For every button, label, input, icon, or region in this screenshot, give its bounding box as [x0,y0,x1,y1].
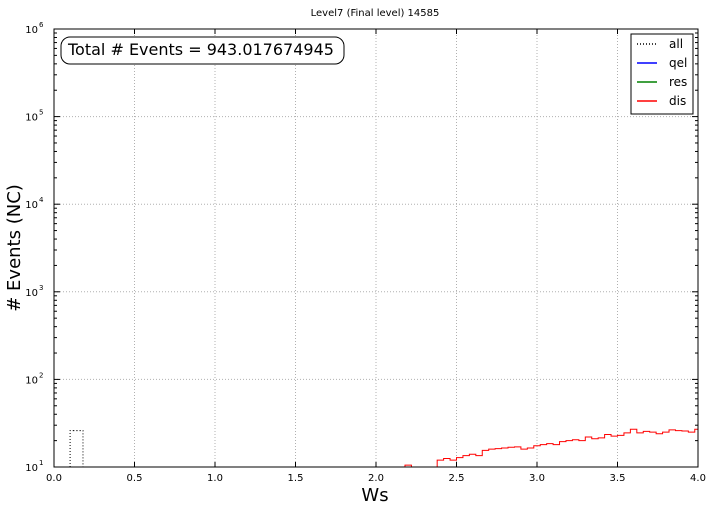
x-tick-label: 1.0 [207,473,223,484]
y-tick-label: 10 [25,288,38,299]
x-tick-label: 3.5 [610,473,626,484]
y-tick-exponent: 1 [39,459,43,467]
grid [54,29,698,467]
legend-res-label: res [669,75,687,89]
y-tick-label: 10 [25,113,38,124]
legend: all qel res dis [630,33,694,115]
series-dis-line [404,428,699,468]
x-tick-label: 2.5 [449,473,465,484]
series-all-line [69,430,84,467]
x-tick-label: 1.5 [288,473,304,484]
y-tick-label: 10 [25,200,38,211]
y-tick-label: 10 [25,375,38,386]
x-axis-label: Ws [361,485,388,506]
annotation-text: Total # Events = 943.017674945 [67,40,334,59]
y-tick-exponent: 3 [39,284,43,292]
plot-data [69,428,699,468]
legend-qel-label: qel [669,56,687,70]
y-tick-exponent: 2 [39,371,43,379]
y-tick-exponent: 5 [39,109,43,117]
y-tick-exponent: 6 [39,21,44,29]
x-tick-label: 2.0 [368,473,384,484]
y-tick-label: 10 [25,463,38,474]
legend-dis-label: dis [669,94,686,108]
chart-title: Level7 (Final level) 14585 [311,8,440,19]
x-tick-label: 3.0 [529,473,545,484]
legend-all-label: all [669,37,683,51]
y-tick-exponent: 4 [39,196,44,204]
y-tick-label: 10 [25,25,38,36]
x-tick-label: 0.0 [46,473,62,484]
y-axis-label: # Events (NC) [4,184,25,312]
x-tick-label: 0.5 [127,473,143,484]
annotation-box [60,36,345,65]
axis-ticks: 0.0 0.5 1.0 1.5 2.0 2.5 3.0 3.5 4.010 110 210 310 41… [25,21,706,484]
total-events-box: Total # Events = 943.017674945 [60,36,345,65]
x-tick-label: 4.0 [690,473,706,484]
